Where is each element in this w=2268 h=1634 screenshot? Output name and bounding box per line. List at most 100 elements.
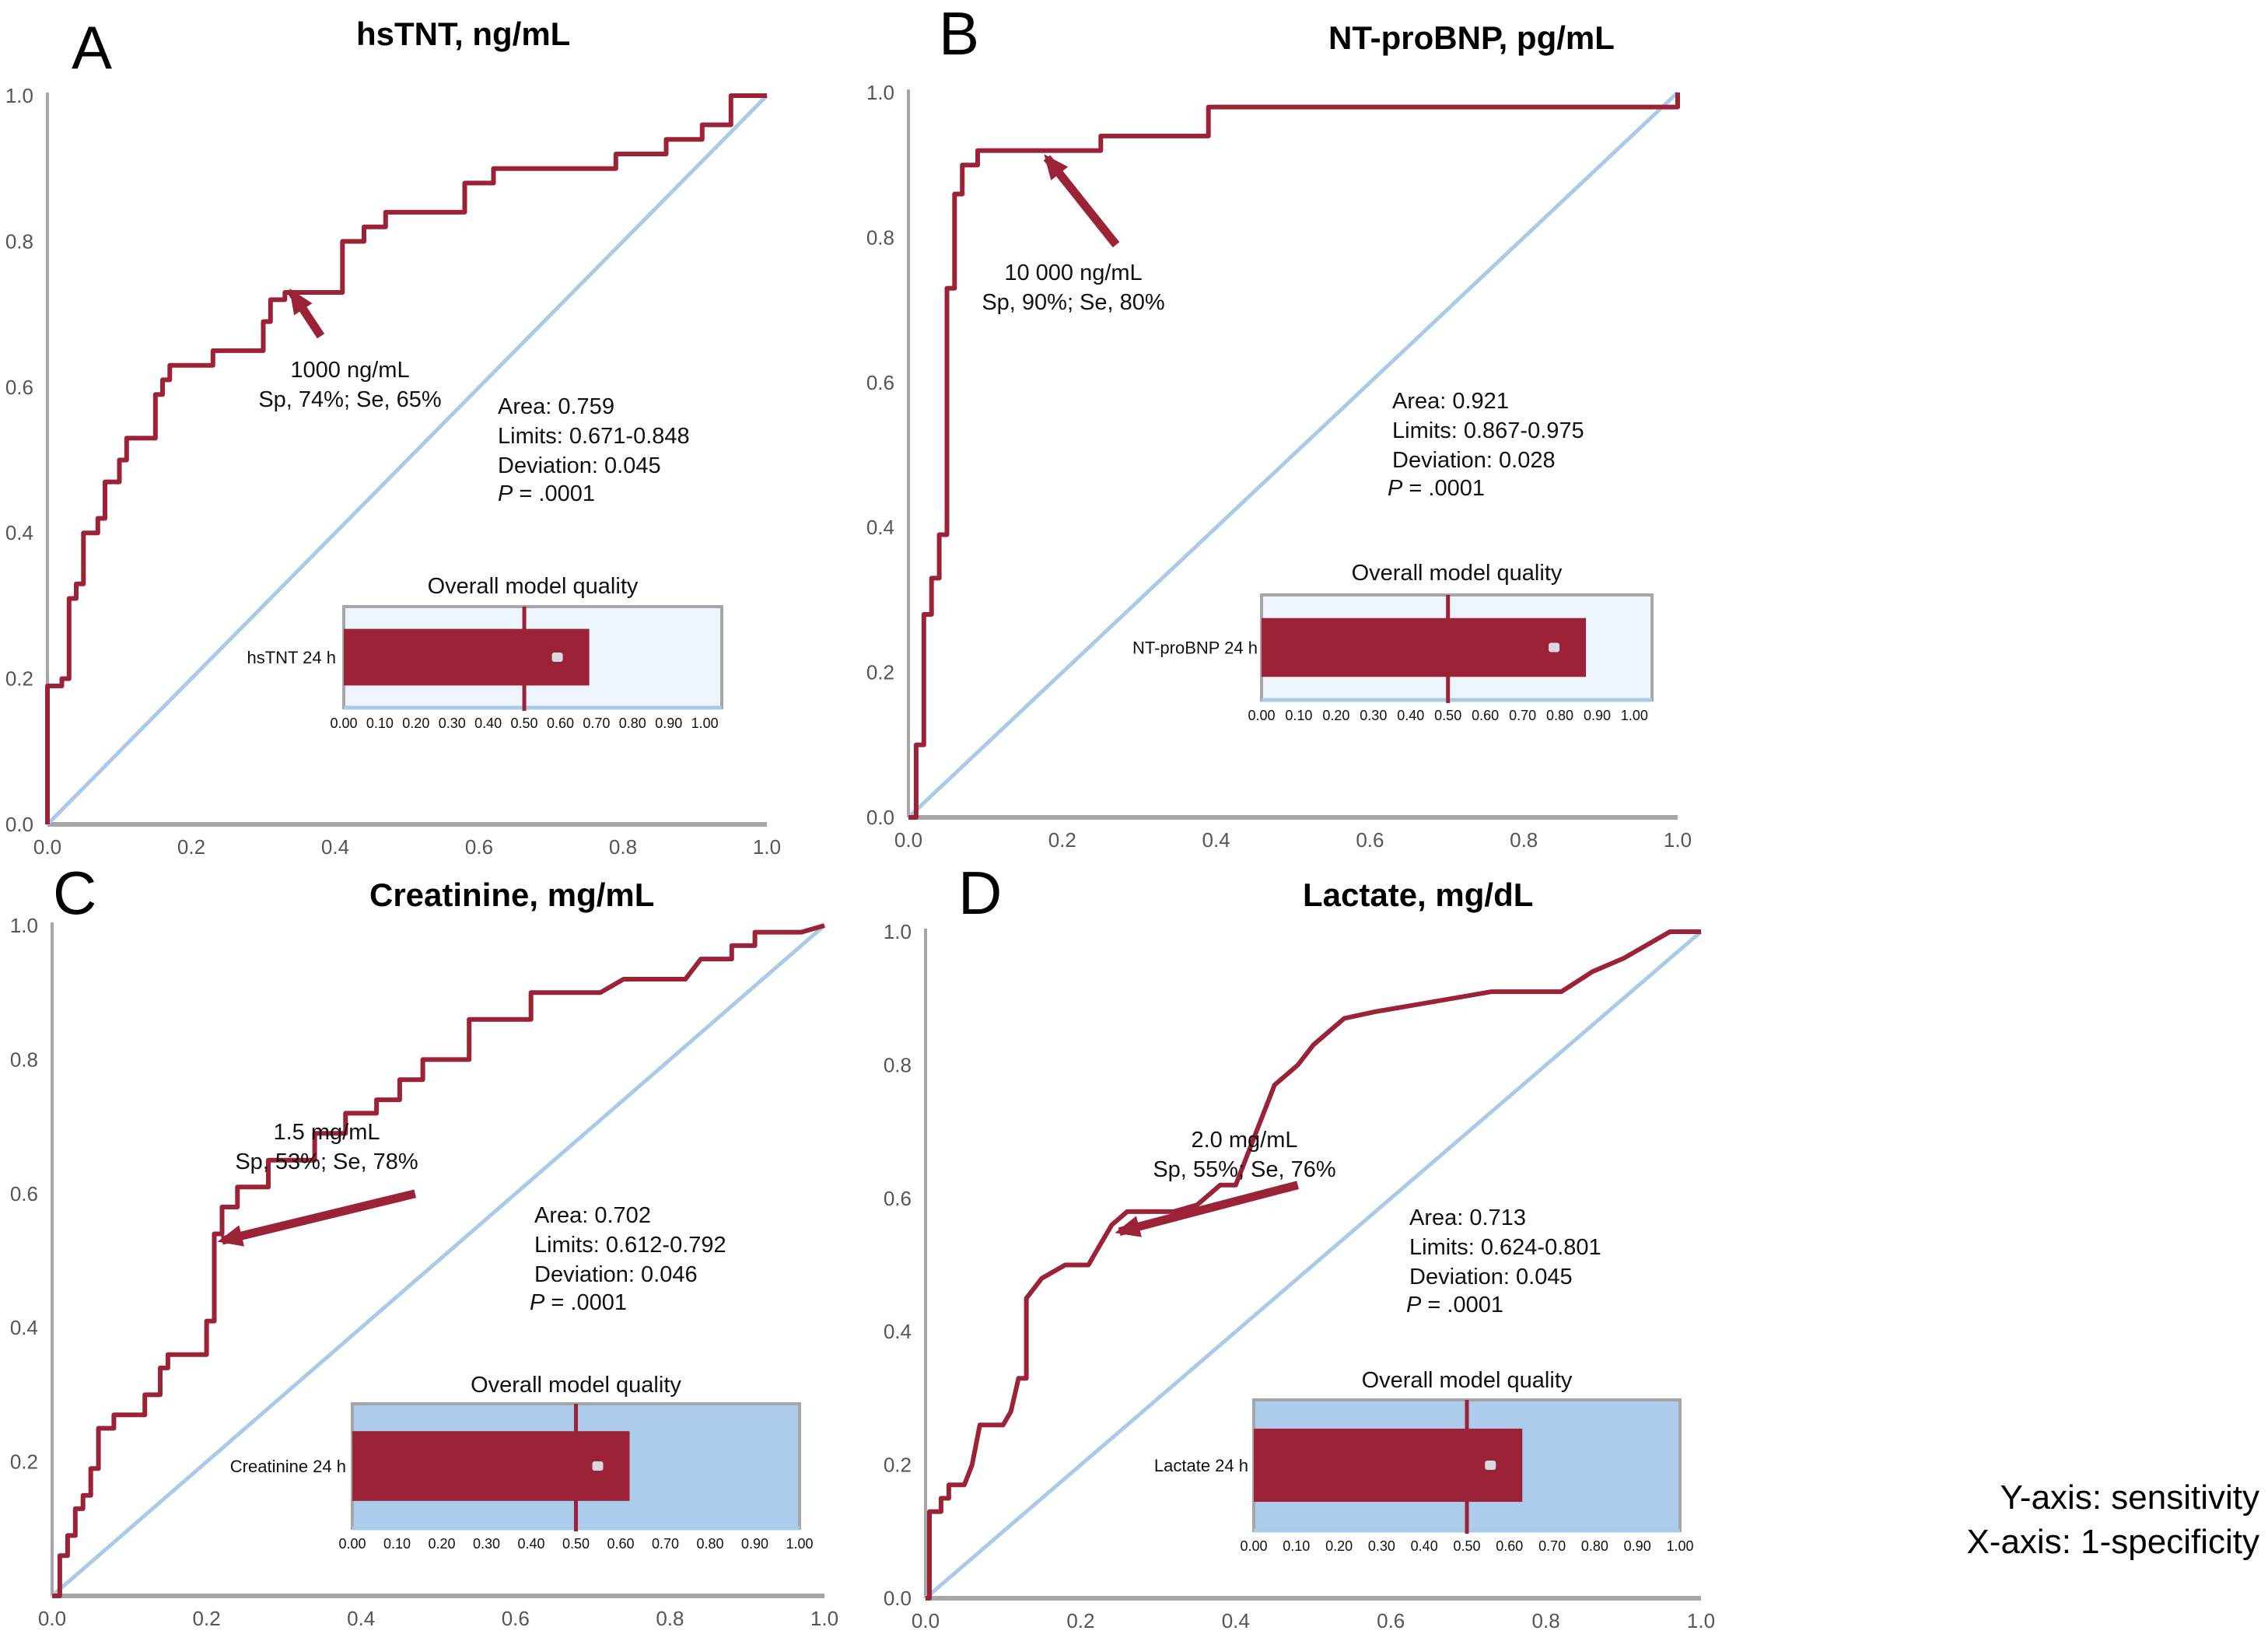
- inset-tick-label: 0.60: [1472, 708, 1499, 723]
- inset-tick-label: 1.00: [691, 716, 719, 731]
- y-tick-label: 0.8: [10, 1048, 38, 1071]
- inset-tick-label: 0.50: [511, 716, 538, 731]
- stat-area: Area: 0.702: [534, 1203, 651, 1228]
- x-tick-label: 0.8: [656, 1607, 684, 1630]
- axis-note-x: X-axis: 1-specificity: [1966, 1523, 2259, 1561]
- inset-tick-label: 0.40: [474, 716, 502, 731]
- x-tick-label: 0.4: [321, 835, 349, 859]
- x-tick-label: 0.0: [894, 828, 922, 852]
- stat-limits: Limits: 0.671-0.848: [498, 424, 690, 449]
- stat-deviation: Deviation: 0.045: [1409, 1265, 1573, 1289]
- y-tick-label: 0.0: [884, 1587, 912, 1610]
- p-number: = .0001: [513, 481, 595, 506]
- inset-row-label: Creatinine 24 h: [230, 1457, 346, 1476]
- inset-marker: [551, 653, 563, 662]
- y-tick-label: 0.8: [866, 226, 894, 249]
- panel-letter: C: [53, 859, 96, 927]
- inset-tick-label: 0.10: [366, 716, 394, 731]
- inset-tick-label: 0.60: [547, 716, 574, 731]
- x-tick-label: 0.4: [347, 1607, 375, 1630]
- y-tick-label: 0.4: [884, 1320, 912, 1343]
- inset-title: Overall model quality: [471, 1373, 681, 1398]
- inset-tick-label: 0.80: [696, 1536, 723, 1552]
- inset-tick-label: 1.00: [1666, 1538, 1693, 1554]
- stat-limits: Limits: 0.867-0.975: [1392, 418, 1584, 443]
- inset-tick-label: 0.30: [1368, 1538, 1395, 1554]
- inset-tick-label: 0.50: [1434, 708, 1461, 723]
- inset-tick-label: 0.20: [1325, 1538, 1353, 1554]
- inset-tick-label: 0.90: [1584, 708, 1611, 723]
- y-tick-label: 0.6: [866, 371, 894, 394]
- inset-tick-label: 0.00: [1240, 1538, 1267, 1554]
- panel-letter: A: [72, 13, 112, 82]
- y-tick-label: 0.6: [10, 1182, 38, 1205]
- x-tick-label: 0.6: [502, 1607, 530, 1630]
- y-tick-label: 0.2: [10, 1450, 38, 1474]
- inset-tick-label: 0.90: [655, 716, 682, 731]
- panel-letter: D: [958, 859, 1002, 927]
- inset-title: Overall model quality: [1352, 561, 1563, 586]
- y-tick-label: 0.2: [884, 1454, 912, 1477]
- x-tick-label: 0.2: [177, 835, 205, 859]
- x-tick-label: 0.4: [1202, 828, 1230, 852]
- inset-tick-label: 0.50: [1453, 1538, 1480, 1554]
- panel-title: Lactate, mg/dL: [1303, 876, 1533, 913]
- x-tick-label: 0.8: [609, 835, 637, 859]
- inset-tick-label: 0.70: [583, 716, 610, 731]
- stat-p-value: P = .0001: [498, 481, 595, 506]
- inset-row-label: hsTNT 24 h: [247, 648, 336, 667]
- inset-tick-label: 0.10: [1283, 1538, 1310, 1554]
- reference-line: [46, 94, 768, 826]
- x-tick-label: 0.0: [33, 835, 61, 859]
- y-tick-label: 0.8: [884, 1053, 912, 1076]
- inset-title: Overall model quality: [428, 574, 639, 599]
- y-tick-label: 1.0: [5, 84, 33, 107]
- x-tick-label: 0.0: [38, 1607, 66, 1630]
- inset-tick-label: 0.50: [562, 1536, 590, 1552]
- x-tick-label: 0.2: [193, 1607, 221, 1630]
- x-tick-label: 0.2: [1066, 1609, 1094, 1632]
- stat-limits: Limits: 0.624-0.801: [1409, 1235, 1601, 1260]
- cutoff-sp-se: Sp, 74%; Se, 65%: [258, 387, 441, 412]
- y-tick-label: 0.6: [884, 1187, 912, 1210]
- stat-p-value: P = .0001: [1388, 476, 1485, 501]
- stat-limits: Limits: 0.612-0.792: [534, 1233, 726, 1258]
- stat-area: Area: 0.921: [1392, 389, 1509, 414]
- x-tick-label: 1.0: [810, 1607, 838, 1630]
- y-tick-label: 0.4: [5, 521, 33, 544]
- x-tick-label: 0.6: [1377, 1609, 1405, 1632]
- annotation-arrowhead: [217, 1225, 244, 1247]
- reference-line: [51, 924, 826, 1597]
- cutoff-value: 1000 ng/mL: [290, 358, 409, 383]
- inset-bar: [1262, 618, 1587, 677]
- inset-tick-label: 0.60: [607, 1536, 634, 1552]
- inset-title: Overall model quality: [1362, 1368, 1573, 1393]
- stat-deviation: Deviation: 0.028: [1392, 448, 1556, 473]
- y-tick-label: 0.0: [866, 806, 894, 829]
- inset-tick-label: 0.60: [1496, 1538, 1523, 1554]
- model-quality-inset: Overall model quality NT-proBNP 24 h 0.00 0…: [1132, 561, 1654, 723]
- p-label: P: [1406, 1293, 1422, 1317]
- y-tick-label: 0.2: [5, 667, 33, 691]
- panel-title: hsTNT, ng/mL: [356, 16, 570, 52]
- y-tick-label: 0.0: [5, 813, 33, 836]
- roc-curve: [52, 923, 825, 1598]
- inset-tick-label: 0.40: [1411, 1538, 1438, 1554]
- y-tick-label: 1.0: [866, 81, 894, 104]
- p-label: P: [530, 1290, 545, 1315]
- inset-marker: [1485, 1461, 1496, 1470]
- panel-title: Creatinine, mg/mL: [369, 876, 654, 913]
- inset-tick-label: 0.40: [517, 1536, 544, 1552]
- panel-b: B NT-proBNP, pg/mL 0.0 0.2 0.4 0.6 0.8 1.0 0.0 0.…: [866, 0, 1692, 852]
- inset-tick-label: 0.00: [1248, 708, 1275, 723]
- x-tick-label: 0.6: [1356, 828, 1384, 852]
- inset-tick-label: 0.80: [619, 716, 646, 731]
- inset-tick-label: 0.70: [1509, 708, 1536, 723]
- p-number: = .0001: [1421, 1293, 1503, 1317]
- inset-marker: [1549, 642, 1560, 653]
- x-tick-label: 1.0: [753, 835, 781, 859]
- cutoff-value: 2.0 mg/mL: [1192, 1128, 1298, 1153]
- inset-row-label: NT-proBNP 24 h: [1132, 639, 1258, 658]
